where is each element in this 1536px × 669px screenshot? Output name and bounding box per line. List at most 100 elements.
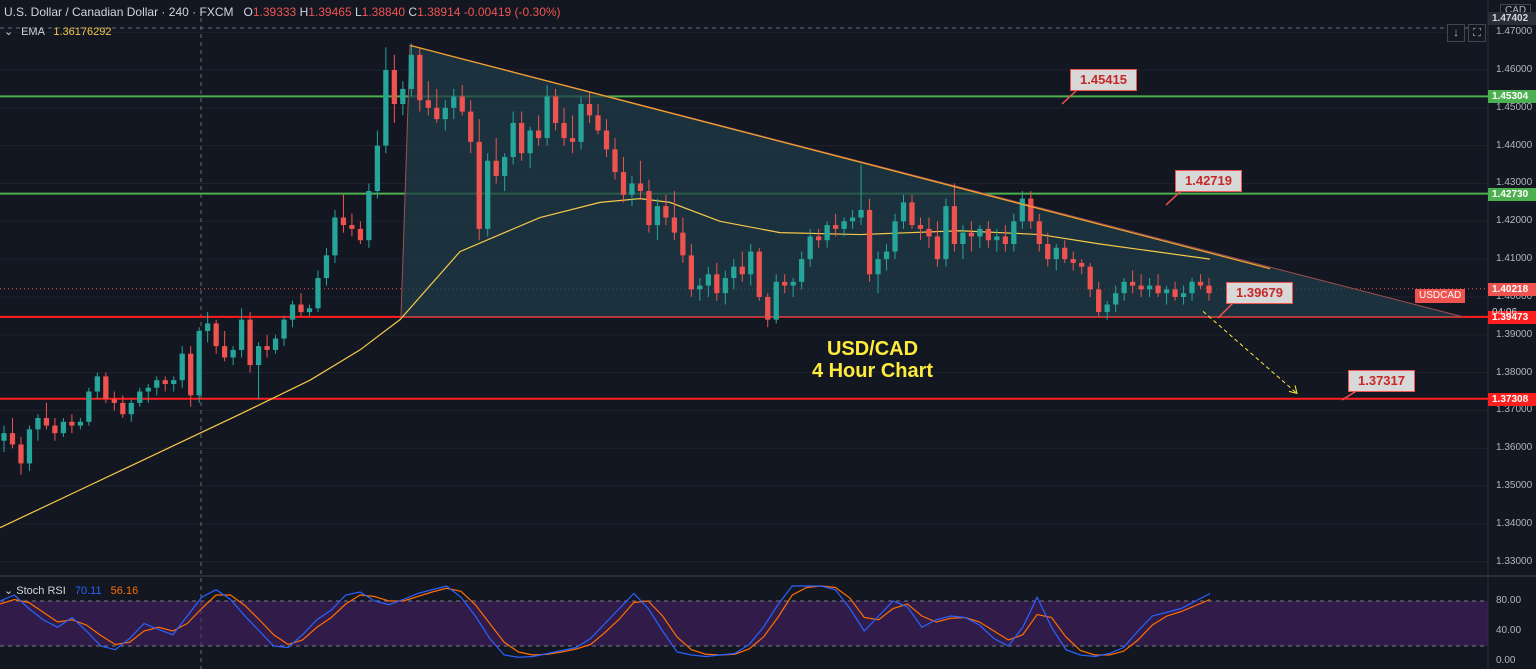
- price-label-top: 1.47402: [1488, 11, 1536, 25]
- ema-legend[interactable]: ⌄ EMA 1.36176292: [4, 25, 111, 38]
- candle: [807, 228, 813, 267]
- candle: [306, 304, 313, 316]
- candle: [1197, 274, 1204, 290]
- candle-body: [697, 285, 703, 290]
- chart-title: USD/CAD 4 Hour Chart: [760, 338, 985, 382]
- candle: [349, 213, 355, 237]
- price-tick: 1.43000: [1496, 177, 1533, 189]
- candle: [366, 183, 372, 248]
- symbol-header: U.S. Dollar / Canadian Dollar · 240 · FX…: [4, 5, 561, 19]
- fullscreen-icon[interactable]: ⛶: [1468, 24, 1486, 42]
- descending-trendline: [409, 44, 1271, 270]
- candle: [1053, 243, 1059, 271]
- candle: [1036, 213, 1042, 252]
- price-tick: 1.35000: [1496, 480, 1533, 492]
- candle-body: [510, 122, 516, 157]
- candle: [434, 88, 440, 123]
- candle-body: [451, 96, 457, 108]
- candle-body: [807, 236, 813, 260]
- candle: [654, 198, 661, 241]
- chevron-down-icon[interactable]: ⌄: [4, 585, 14, 597]
- candle-body: [349, 225, 355, 229]
- candle: [1, 425, 7, 453]
- candle: [731, 259, 737, 290]
- callout-1-37317: 1.37317: [1348, 370, 1415, 392]
- candle-body: [306, 308, 313, 313]
- candle-body: [544, 96, 550, 139]
- candle: [680, 217, 686, 263]
- stoch-k-line: [0, 585, 1211, 658]
- candle-body: [196, 331, 202, 396]
- chevron-down-icon[interactable]: ⌄: [4, 26, 14, 38]
- candle: [1113, 285, 1119, 313]
- interval[interactable]: 240: [168, 5, 189, 19]
- candle: [137, 387, 143, 407]
- candle-body: [315, 278, 321, 309]
- candle: [909, 194, 915, 229]
- stoch-rsi-legend[interactable]: ⌄ Stoch RSI 70.11 56.16: [4, 584, 138, 597]
- candle-body: [849, 217, 856, 222]
- candle-body: [1121, 281, 1127, 294]
- candle-body: [289, 304, 296, 320]
- candle: [43, 402, 50, 430]
- candle: [298, 293, 304, 316]
- candle-body: [442, 107, 448, 120]
- candle-body: [230, 349, 236, 358]
- candle-body: [298, 304, 304, 313]
- candle: [722, 270, 728, 305]
- candle: [782, 274, 788, 294]
- candle: [323, 247, 330, 286]
- candle: [883, 243, 890, 271]
- candle: [400, 81, 406, 116]
- candle: [1002, 225, 1008, 252]
- candle-body: [238, 319, 245, 350]
- candle-body: [875, 259, 881, 275]
- candle-body: [281, 319, 287, 339]
- candle-body: [485, 160, 491, 229]
- candle: [756, 247, 762, 301]
- candle: [94, 372, 100, 400]
- candle: [340, 194, 347, 233]
- candle-body: [739, 266, 745, 275]
- candle-body: [1180, 293, 1187, 297]
- candle: [60, 418, 67, 437]
- candle-body: [1197, 281, 1204, 286]
- candle-body: [561, 122, 567, 139]
- candle: [1011, 213, 1017, 252]
- candle: [849, 209, 856, 229]
- candle-body: [985, 228, 991, 241]
- candle: [544, 85, 550, 146]
- arrow-head-icon: [1288, 385, 1298, 395]
- candle: [272, 334, 279, 354]
- high-label: H: [299, 5, 309, 19]
- candle: [603, 119, 610, 157]
- candle-body: [332, 217, 338, 256]
- arrow-down-icon[interactable]: ↓: [1447, 24, 1465, 42]
- candle: [69, 414, 75, 434]
- candle-body: [205, 323, 211, 332]
- candle: [442, 100, 448, 131]
- candle: [535, 115, 542, 146]
- candle-body: [69, 421, 75, 426]
- candle-body: [637, 183, 644, 192]
- candle: [162, 376, 168, 392]
- price-label-support-1: 1.39473: [1488, 310, 1536, 324]
- candle: [926, 217, 932, 248]
- candle: [773, 274, 779, 324]
- candle: [1079, 259, 1085, 275]
- price-label-resistance-1: 1.45304: [1488, 90, 1536, 104]
- candle-body: [255, 346, 262, 366]
- candle-body: [680, 232, 686, 256]
- price-label-last: 1.40218: [1488, 282, 1536, 296]
- candle: [561, 107, 567, 146]
- candle-body: [383, 69, 389, 146]
- candle: [171, 376, 177, 392]
- candle-body: [103, 376, 109, 400]
- candle-body: [1087, 266, 1093, 290]
- candle: [196, 327, 202, 403]
- candle: [77, 418, 84, 430]
- candle-body: [832, 225, 839, 229]
- chart-title-line-1: USD/CAD: [826, 338, 919, 360]
- candle-body: [629, 183, 635, 195]
